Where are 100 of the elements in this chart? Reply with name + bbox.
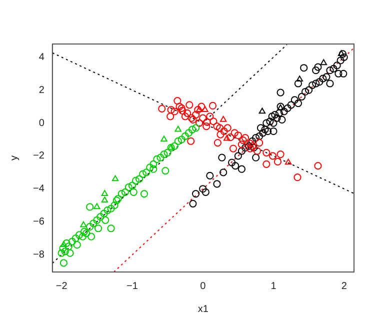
point (246, 144, 254, 152)
point (203, 118, 211, 126)
point (118, 190, 126, 198)
point (284, 158, 292, 165)
point (140, 190, 148, 198)
point (86, 222, 94, 231)
point (256, 138, 264, 147)
point (230, 129, 238, 137)
point (82, 230, 90, 238)
point (135, 175, 144, 183)
point (268, 152, 277, 160)
point (107, 224, 115, 232)
point (100, 210, 108, 218)
point (68, 238, 76, 246)
x-tick-label: −2 (56, 280, 68, 292)
point (194, 106, 202, 114)
point (241, 134, 250, 142)
point (101, 190, 108, 196)
point (139, 170, 147, 178)
point (178, 104, 186, 112)
point (132, 176, 140, 184)
point (181, 132, 189, 140)
point (213, 122, 221, 130)
point (124, 183, 132, 192)
point (202, 106, 208, 112)
point (130, 188, 138, 196)
point (192, 110, 200, 119)
point (78, 232, 87, 240)
point (73, 241, 81, 249)
y-tick-label: −6 (32, 216, 45, 228)
point (142, 168, 150, 176)
point (167, 106, 175, 114)
point (121, 188, 129, 196)
point (60, 241, 68, 247)
point (110, 202, 118, 210)
point (60, 259, 68, 267)
point (274, 158, 282, 166)
point (174, 137, 182, 145)
point (64, 242, 72, 250)
point (229, 144, 238, 152)
y-tick-label: −8 (32, 249, 45, 260)
point (96, 213, 104, 221)
point (226, 134, 234, 142)
point (216, 124, 224, 132)
point (86, 203, 94, 211)
point (158, 104, 166, 112)
point (238, 140, 246, 148)
point (184, 129, 193, 137)
y-tick-label: 4 (38, 52, 45, 63)
point (199, 114, 207, 122)
point (72, 234, 80, 242)
point (216, 130, 224, 138)
point (104, 206, 112, 214)
point (101, 196, 108, 203)
point (94, 224, 102, 232)
point (198, 102, 206, 110)
point (220, 116, 227, 122)
point (224, 124, 232, 132)
y-tick-label: −4 (32, 184, 45, 195)
point (192, 124, 200, 132)
point (246, 140, 254, 148)
point (61, 248, 69, 256)
point (166, 112, 174, 120)
point (112, 196, 120, 204)
point (181, 112, 189, 120)
y-tick-label: 2 (38, 84, 45, 96)
point (170, 108, 178, 116)
point (128, 182, 136, 190)
point (153, 155, 161, 164)
point (102, 216, 110, 224)
point (262, 160, 270, 168)
point (210, 118, 218, 126)
point (114, 194, 122, 203)
point (187, 137, 195, 145)
point (87, 232, 96, 240)
point (80, 228, 88, 236)
x-axis-title: x1 (198, 304, 209, 315)
point (58, 249, 66, 257)
x-tick-label: 1 (270, 280, 277, 292)
point (188, 126, 196, 134)
point (338, 50, 345, 56)
point (320, 59, 327, 66)
point (276, 150, 284, 158)
point (206, 112, 214, 120)
point (168, 144, 174, 150)
x-tick-label: 0 (200, 280, 206, 292)
point (234, 132, 242, 140)
point (220, 127, 228, 136)
point (112, 175, 119, 182)
point (174, 126, 182, 132)
point (160, 150, 168, 158)
point (170, 142, 178, 150)
point (160, 136, 168, 142)
point (59, 244, 67, 252)
point (156, 154, 164, 162)
point (150, 160, 158, 168)
point (94, 203, 100, 210)
point (196, 119, 204, 127)
point (164, 148, 172, 156)
point (174, 96, 182, 105)
